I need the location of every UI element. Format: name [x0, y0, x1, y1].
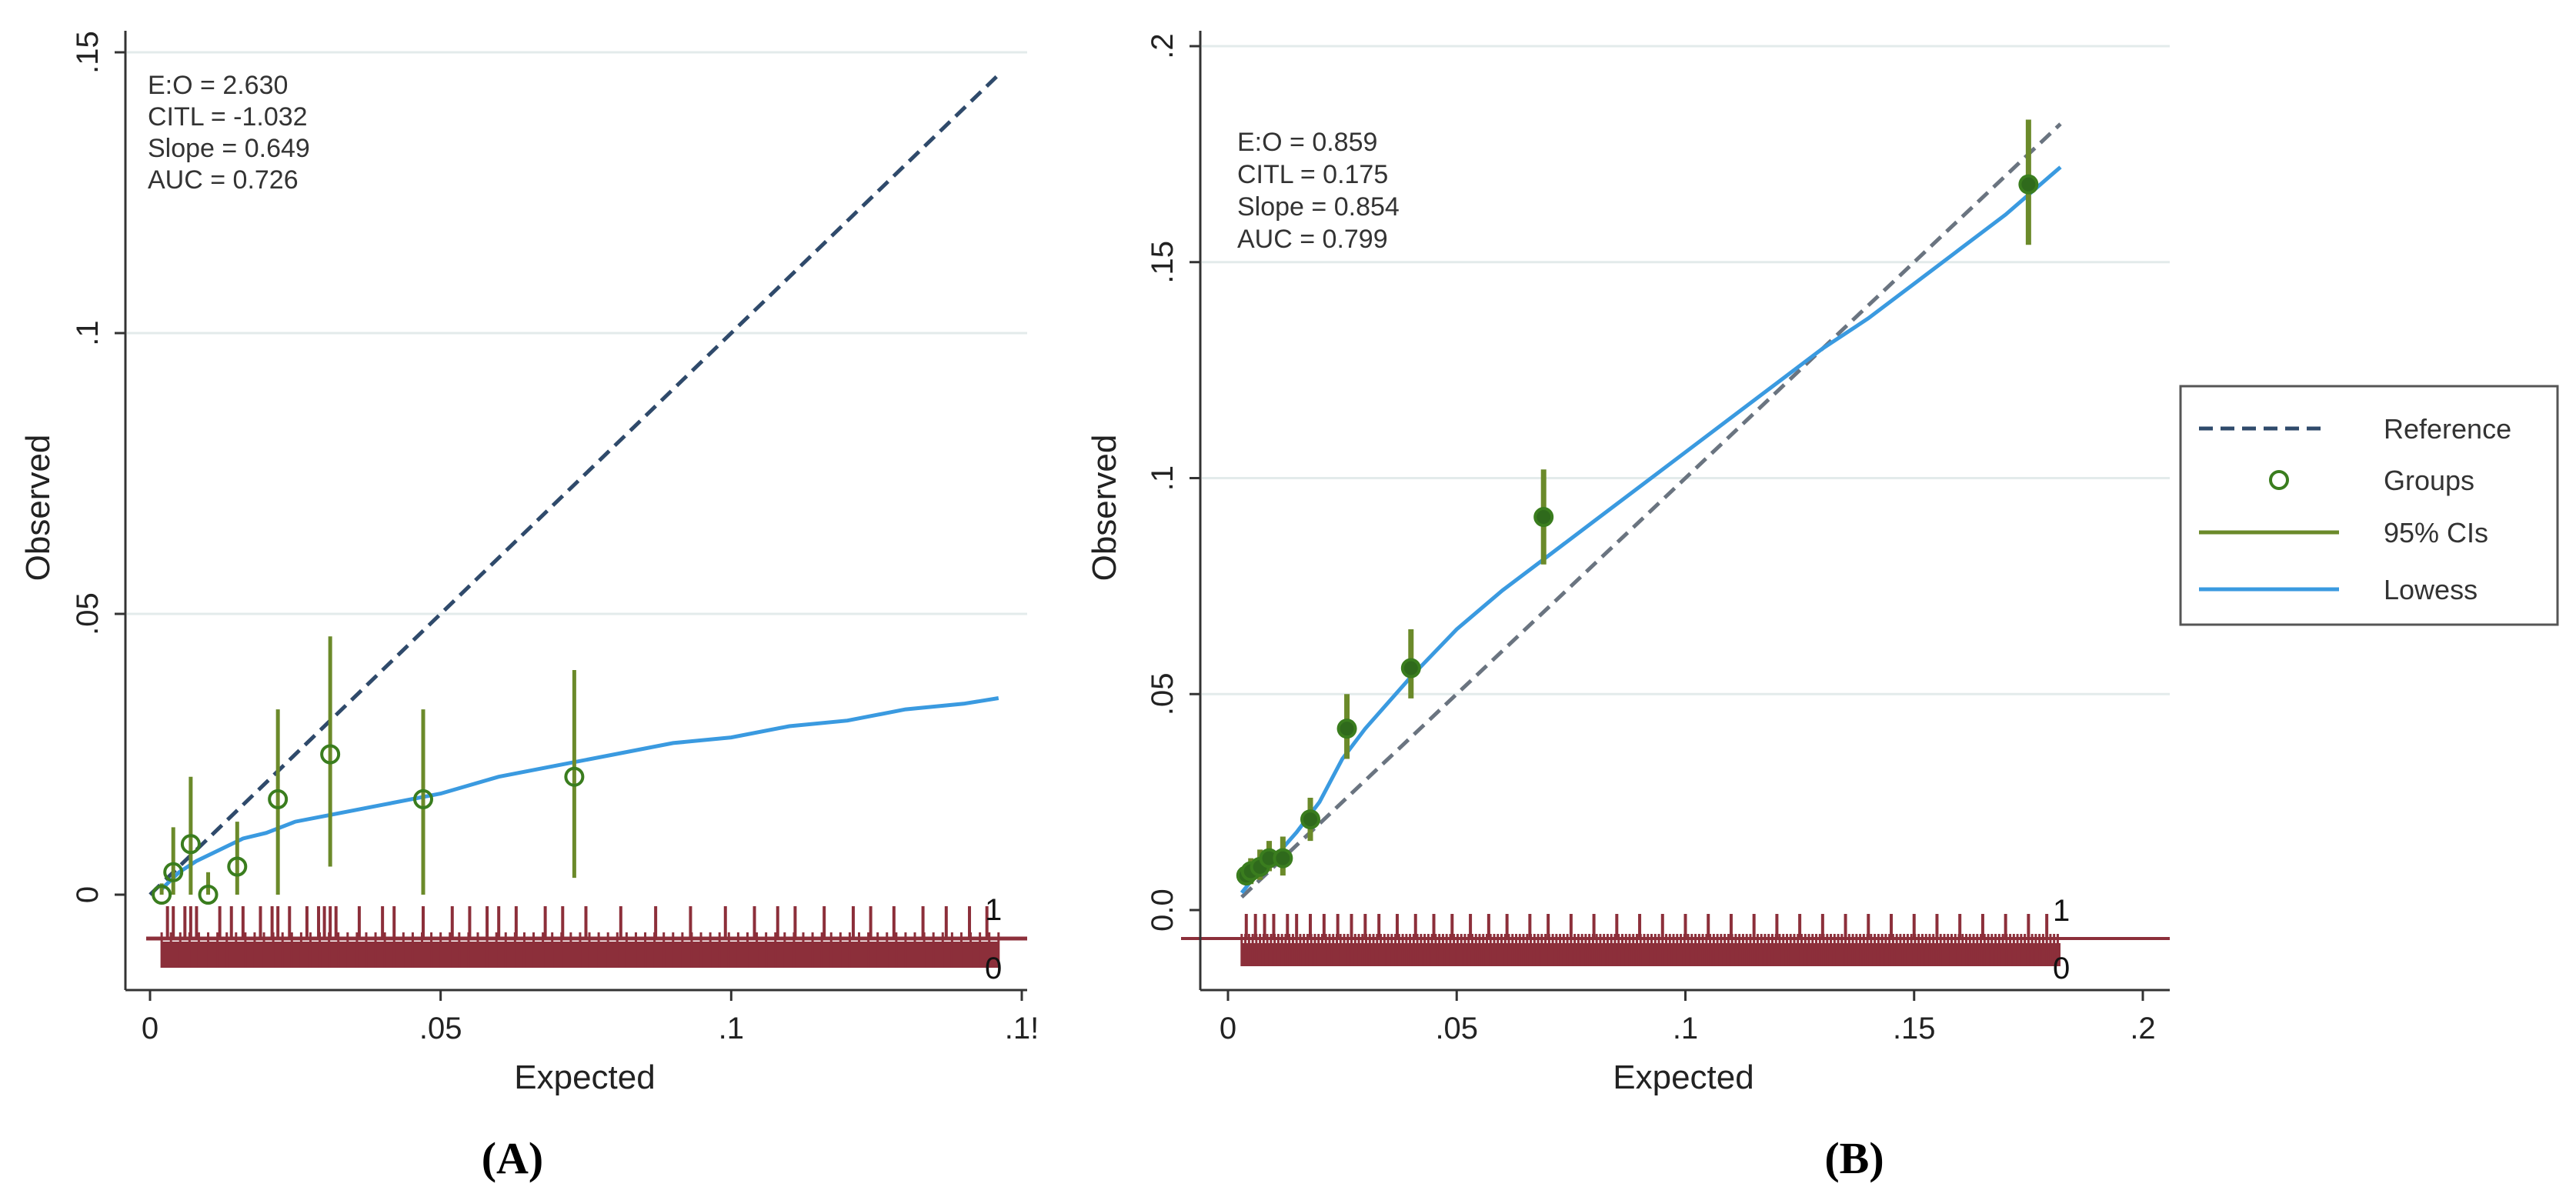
panel-b-y-tick-label: .05 — [1146, 672, 1180, 715]
panel-b-y-tick-label: .2 — [1146, 33, 1180, 58]
panel-b-group-point — [1336, 719, 1357, 739]
legend-ci-label: 95% CIs — [2384, 517, 2488, 548]
panel-b-x-axis-label: Expected — [1613, 1059, 1753, 1096]
panel-a-group-point — [152, 885, 172, 905]
panel-b-chart: 0.0 .05 .1 .15 .2 0 .05 .1 .15 .2 E:O = 0.859 CI… — [1086, 31, 2170, 1183]
panel-b-x-tick-label: 0 — [1220, 1012, 1236, 1045]
panel-b-y-axis-label: Observed — [1086, 435, 1123, 582]
panel-a-y-tick-label: .15 — [71, 31, 105, 74]
panel-a-group-point — [180, 834, 201, 855]
panel-a-y-axis-label: Observed — [19, 435, 57, 582]
panel-b-x-tick-label: .2 — [2130, 1012, 2155, 1045]
panel-a-y-tick-label: .1 — [71, 320, 105, 345]
panel-a-stat-auc: AUC = 0.726 — [148, 165, 299, 195]
legend-reference-label: Reference — [2384, 413, 2511, 445]
panel-b-y-tick-label: .1 — [1146, 465, 1180, 491]
panel-b-stat-slope: Slope = 0.854 — [1237, 192, 1400, 222]
panel-b-lowess-line — [1240, 165, 2062, 895]
panel-b-stat-citl: CITL = 0.175 — [1237, 160, 1388, 189]
panel-a-group-point — [227, 856, 248, 877]
panel-a-group-point — [268, 789, 289, 809]
panel-a-rug-label-1: 1 — [985, 893, 1002, 927]
panel-a-x-tick-label: 0 — [142, 1012, 158, 1045]
panel-a-gridlines — [127, 51, 1027, 615]
legend-lowess-label: Lowess — [2384, 574, 2478, 605]
legend-groups-label: Groups — [2384, 465, 2474, 496]
panel-a-group-point — [564, 766, 585, 787]
panel-a-x-ticks: 0 .05 .1 .1! — [142, 990, 1039, 1045]
panel-a-rug-label-0: 0 — [985, 952, 1002, 985]
panel-b-group-points — [1236, 174, 2039, 886]
panel-a-group-point — [320, 744, 341, 765]
panel-a-stat-slope: Slope = 0.649 — [148, 134, 310, 163]
panel-b-x-tick-label: .05 — [1435, 1012, 1478, 1045]
panel-a-y-ticks: 0 .05 .1 .15 — [71, 31, 125, 903]
panel-b-stat-eo: E:O = 0.859 — [1237, 128, 1377, 157]
panel-b-group-point — [1400, 658, 1421, 679]
legend: Reference Groups 95% CIs Lowess — [2179, 385, 2559, 626]
panel-a-chart: 0 .05 .1 .15 0 .05 .1 .1! E:O = 2.630 CITL = -… — [19, 31, 1039, 1183]
panel-b-rug-label-1: 1 — [2053, 894, 2070, 928]
panel-b-x-ticks: 0 .05 .1 .15 .2 — [1220, 990, 2156, 1045]
panel-b-rug-label-0: 0 — [2053, 952, 2070, 985]
panel-a-y-tick-label: 0 — [71, 886, 105, 903]
panel-a-rug — [160, 906, 1000, 968]
legend-box — [2179, 385, 2559, 626]
panel-a-x-tick-label: .1! — [1005, 1012, 1039, 1045]
panel-a-group-points — [152, 744, 585, 905]
panel-a-label: (A) — [482, 1133, 544, 1183]
panel-a-stat-citl: CITL = -1.032 — [148, 102, 308, 132]
panel-b-group-point — [1273, 848, 1293, 869]
panel-b-x-tick-label: .1 — [1673, 1012, 1698, 1045]
panel-a-x-tick-label: .1 — [719, 1012, 744, 1045]
panel-b-reference-line — [1240, 122, 2062, 899]
panel-b-group-point — [1533, 507, 1554, 528]
panel-a-y-tick-label: .05 — [71, 592, 105, 635]
panel-a-stat-eo: E:O = 2.630 — [148, 71, 288, 100]
panel-b-group-point — [2018, 174, 2039, 195]
panel-b-x-tick-label: .15 — [1893, 1012, 1936, 1045]
panel-b-y-tick-label: .15 — [1146, 241, 1180, 284]
panel-a-lowess-line — [160, 696, 999, 891]
panel-b-label: (B) — [1824, 1133, 1884, 1183]
panel-b-y-tick-label: 0.0 — [1146, 889, 1180, 932]
panel-b-y-ticks: 0.0 .05 .1 .15 .2 — [1146, 33, 1200, 932]
panel-a-group-point — [198, 885, 219, 905]
panel-a-x-axis-label: Expected — [514, 1059, 655, 1096]
legend-groups-swatch — [2269, 470, 2289, 490]
panel-a-group-point — [163, 862, 184, 882]
panel-a-reference-line — [148, 73, 1000, 896]
panel-a-x-tick-label: .05 — [419, 1012, 462, 1045]
panel-a-ci-bars — [159, 636, 576, 895]
panel-a-group-point — [413, 789, 434, 809]
panel-b-stat-auc: AUC = 0.799 — [1237, 225, 1388, 254]
panel-b-group-point — [1300, 809, 1321, 830]
